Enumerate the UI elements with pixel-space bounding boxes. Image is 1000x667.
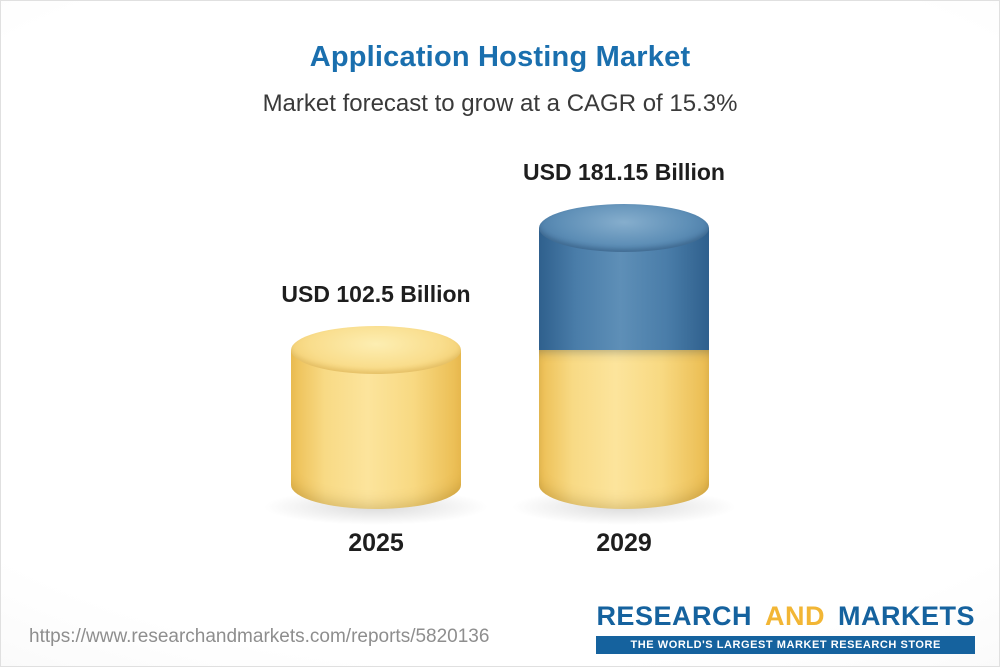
bar-2025-top-ellipse [291, 326, 461, 374]
logo-word-research: RESEARCH [596, 601, 752, 631]
bar-2025-category-label: 2025 [348, 529, 404, 557]
report-url[interactable]: https://www.researchandmarkets.com/repor… [29, 626, 490, 647]
bar-2029-value-label: USD 181.15 Billion [523, 159, 725, 185]
logo-wordmark: RESEARCH AND MARKETS [596, 601, 975, 632]
company-logo: RESEARCH AND MARKETS THE WORLD'S LARGEST… [596, 601, 975, 654]
bar-2029-base-segment [539, 350, 709, 509]
bar-2025: USD 102.5 Billion 2025 [263, 281, 489, 557]
bar-2029-category-label: 2029 [596, 529, 652, 557]
bar-2025-value-label: USD 102.5 Billion [281, 281, 471, 307]
chart-subtitle: Market forecast to grow at a CAGR of 15.… [262, 90, 738, 117]
logo-word-markets: MARKETS [838, 601, 975, 631]
bar-2025-body [291, 350, 461, 509]
logo-word-and: AND [764, 601, 825, 631]
chart-header: Application Hosting Market Market foreca… [1, 1, 999, 118]
bar-2029: USD 181.15 Billion 2029 [511, 159, 737, 557]
logo-tagline: THE WORLD'S LARGEST MARKET RESEARCH STOR… [596, 636, 975, 654]
bar-2029-top-ellipse [539, 204, 709, 252]
chart-title: Application Hosting Market [309, 41, 691, 73]
